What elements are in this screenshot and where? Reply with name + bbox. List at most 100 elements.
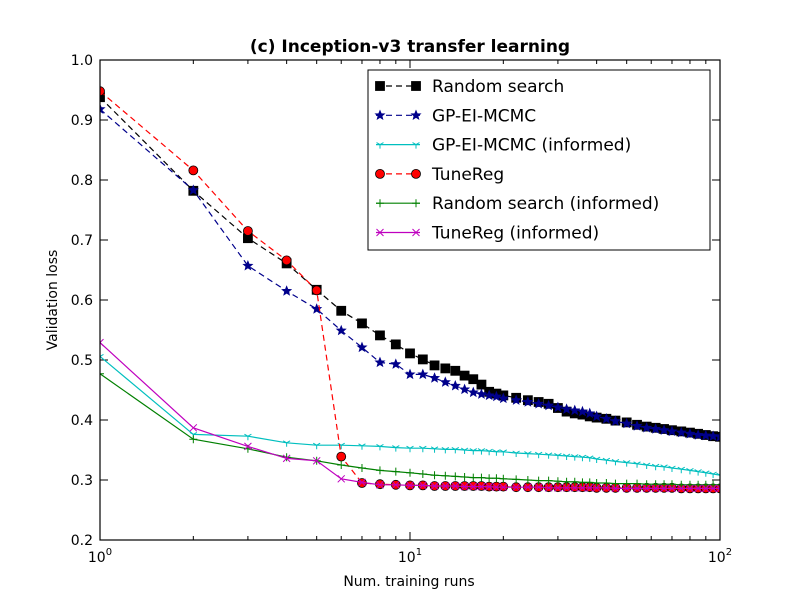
data-point bbox=[242, 259, 254, 271]
data-point bbox=[552, 401, 564, 413]
data-point bbox=[675, 426, 687, 438]
data-point bbox=[418, 470, 427, 478]
data-point bbox=[578, 454, 587, 462]
y-tick-label: 0.9 bbox=[71, 113, 93, 129]
legend-box bbox=[367, 69, 711, 251]
data-point bbox=[311, 303, 323, 314]
data-point bbox=[716, 484, 720, 493]
legend-item: TuneReg (informed) bbox=[376, 224, 599, 244]
legend-marker bbox=[376, 228, 384, 237]
data-point bbox=[390, 358, 402, 369]
data-point bbox=[243, 226, 253, 236]
data-point bbox=[533, 397, 545, 409]
data-point bbox=[419, 445, 427, 453]
data-point bbox=[585, 483, 594, 492]
data-point bbox=[633, 484, 641, 493]
data-point bbox=[477, 473, 486, 482]
data-point bbox=[651, 480, 660, 489]
data-point bbox=[485, 482, 493, 491]
data-point bbox=[701, 480, 710, 489]
x-axis-label: Num. training runs bbox=[343, 574, 474, 590]
data-point bbox=[512, 450, 520, 457]
series-gp-ei-mcmc-informed bbox=[100, 353, 720, 480]
series-line bbox=[100, 342, 720, 489]
data-point bbox=[485, 448, 493, 456]
y-tick-label: 0.4 bbox=[71, 413, 93, 429]
data-point bbox=[441, 471, 450, 480]
data-point bbox=[441, 482, 450, 490]
y-tick-label: 0.6 bbox=[71, 293, 93, 309]
y-tick-label: 1.0 bbox=[71, 53, 93, 69]
data-point bbox=[522, 396, 534, 407]
data-point bbox=[244, 442, 252, 451]
legend-item: GP-EI-MCMC (informed) bbox=[376, 136, 631, 156]
data-point bbox=[621, 417, 633, 429]
data-point bbox=[685, 480, 694, 489]
data-point bbox=[100, 103, 106, 114]
data-point bbox=[694, 480, 703, 489]
legend-marker bbox=[411, 168, 421, 179]
data-point bbox=[189, 435, 198, 444]
y-tick-label: 0.2 bbox=[71, 533, 93, 549]
data-point bbox=[510, 394, 522, 405]
data-point bbox=[244, 433, 252, 441]
legend-label: TuneReg (informed) bbox=[431, 224, 599, 244]
legend-item: Random search bbox=[375, 77, 564, 97]
data-point bbox=[622, 460, 631, 467]
legend-label: GP-EI-MCMC (informed) bbox=[432, 136, 631, 156]
data-point bbox=[707, 430, 719, 441]
legend-item: GP-EI-MCMC bbox=[374, 106, 536, 126]
data-point bbox=[602, 483, 611, 492]
legend-marker bbox=[412, 228, 420, 237]
data-point bbox=[417, 354, 428, 365]
y-tick-label: 0.3 bbox=[71, 473, 93, 489]
legend-label: TuneReg bbox=[431, 165, 504, 185]
data-point bbox=[460, 473, 469, 481]
data-point bbox=[709, 484, 717, 493]
data-point bbox=[684, 427, 696, 439]
data-point bbox=[611, 484, 620, 493]
data-point bbox=[611, 458, 620, 466]
data-point bbox=[490, 390, 502, 402]
data-point bbox=[686, 484, 694, 493]
data-point bbox=[406, 445, 414, 453]
data-point bbox=[357, 318, 367, 329]
data-point bbox=[405, 348, 415, 359]
data-point bbox=[337, 461, 346, 469]
data-point bbox=[460, 482, 469, 491]
data-point bbox=[602, 479, 611, 487]
x-tick-base: 10 bbox=[398, 550, 416, 566]
data-point bbox=[650, 423, 662, 434]
data-point bbox=[483, 389, 495, 401]
data-point bbox=[406, 468, 414, 477]
chart-title: (c) Inception-v3 transfer learning bbox=[250, 37, 570, 57]
data-point bbox=[660, 484, 668, 493]
data-point bbox=[544, 452, 553, 459]
data-point bbox=[391, 467, 400, 476]
data-point bbox=[700, 429, 712, 441]
data-point bbox=[571, 454, 579, 461]
data-point bbox=[592, 456, 601, 463]
data-point bbox=[430, 446, 439, 453]
data-point bbox=[392, 445, 400, 452]
data-point bbox=[100, 369, 104, 378]
data-point bbox=[660, 480, 669, 489]
data-point bbox=[534, 483, 543, 492]
data-point bbox=[512, 475, 521, 484]
data-point bbox=[492, 483, 501, 492]
data-point bbox=[543, 399, 555, 411]
data-point bbox=[485, 474, 494, 483]
data-point bbox=[677, 484, 686, 493]
data-point bbox=[586, 455, 594, 462]
data-point bbox=[578, 483, 587, 492]
series-gp-ei-mcmc bbox=[100, 103, 720, 442]
legend-marker bbox=[376, 142, 384, 149]
data-point bbox=[642, 484, 651, 493]
data-point bbox=[701, 484, 710, 493]
data-point bbox=[585, 478, 594, 487]
data-point bbox=[429, 372, 441, 383]
data-point bbox=[375, 330, 385, 341]
legend-label: GP-EI-MCMC bbox=[432, 106, 536, 126]
data-point bbox=[390, 339, 401, 350]
data-point bbox=[357, 464, 366, 472]
